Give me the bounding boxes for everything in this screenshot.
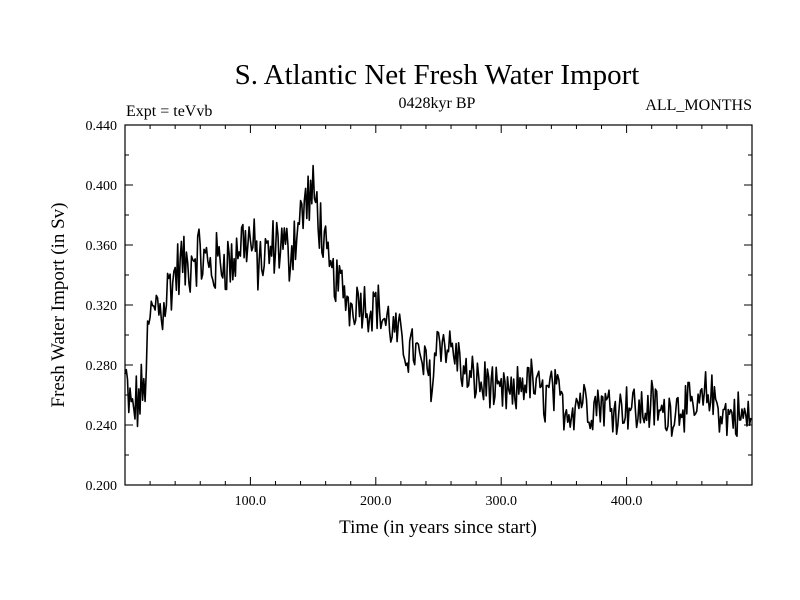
series-line-fresh-water-import <box>124 164 753 437</box>
chart-title: S. Atlantic Net Fresh Water Import <box>235 59 640 91</box>
months-label: ALL_MONTHS <box>645 97 752 114</box>
plot-frame <box>124 124 753 486</box>
x-tick-label: 300.0 <box>485 494 517 509</box>
x-axis-label: Time (in years since start) <box>339 517 537 538</box>
x-tick-label: 400.0 <box>611 494 643 509</box>
y-axis-label: Fresh Water Import (in Sv) <box>48 203 69 408</box>
y-tick-label: 0.240 <box>86 419 118 434</box>
y-tick-label: 0.360 <box>86 239 118 254</box>
tick-labels: 0.200 0.240 0.280 0.320 0.360 0.400 0.440 100.0… <box>86 119 643 509</box>
x-tick-label: 200.0 <box>360 494 392 509</box>
period-label: 0428kyr BP <box>399 95 476 112</box>
y-tick-label: 0.400 <box>86 179 118 194</box>
y-tick-label: 0.320 <box>86 299 118 314</box>
y-tick-label: 0.440 <box>86 119 118 134</box>
axis-ticks <box>125 124 752 486</box>
y-tick-label: 0.200 <box>86 479 118 494</box>
y-tick-label: 0.280 <box>86 359 118 374</box>
experiment-label: Expt = teVvb <box>126 103 212 120</box>
x-tick-label: 100.0 <box>235 494 267 509</box>
